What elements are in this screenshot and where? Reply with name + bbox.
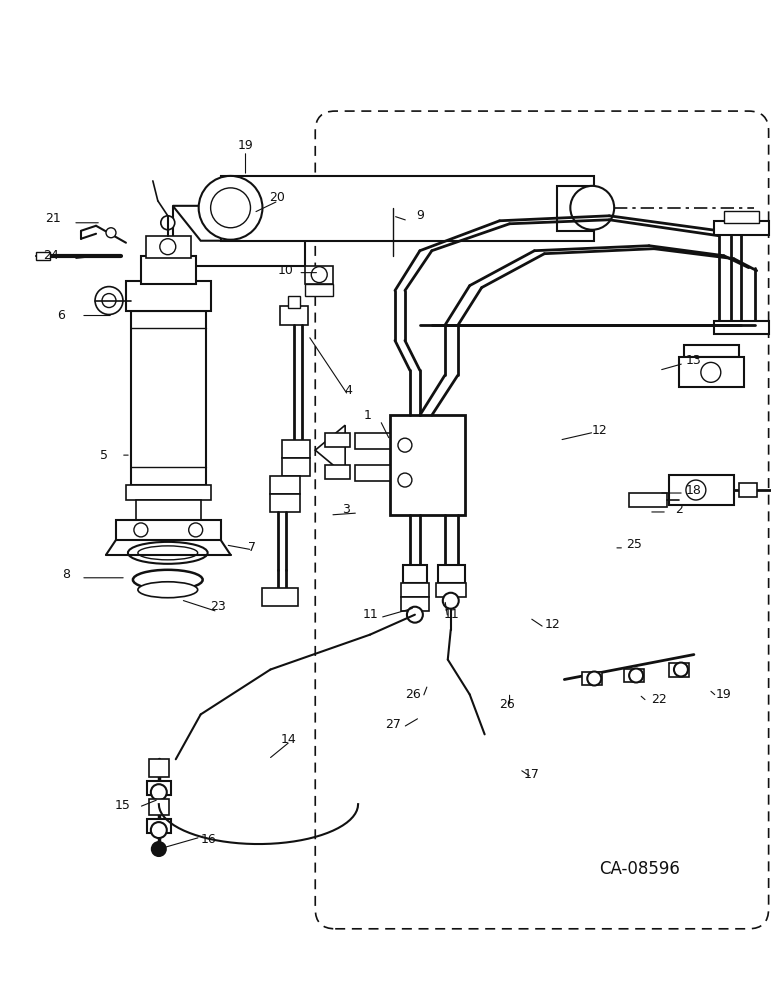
Bar — [557, 186, 592, 231]
Text: 15: 15 — [115, 799, 131, 812]
Bar — [669, 663, 689, 677]
Text: 16: 16 — [201, 833, 216, 846]
Bar — [305, 284, 334, 296]
Polygon shape — [173, 206, 305, 241]
Bar — [401, 597, 428, 611]
Circle shape — [571, 186, 615, 230]
Bar — [221, 176, 594, 241]
Bar — [582, 672, 602, 685]
Text: 7: 7 — [249, 541, 256, 554]
Text: 1: 1 — [364, 409, 372, 422]
Bar — [714, 221, 769, 235]
Text: 26: 26 — [499, 698, 514, 711]
Bar — [325, 433, 350, 447]
Circle shape — [151, 822, 167, 838]
Text: CA-08596: CA-08596 — [598, 860, 679, 878]
Text: 19: 19 — [716, 688, 732, 701]
Bar — [283, 440, 310, 458]
Text: 23: 23 — [210, 600, 225, 613]
Text: 11: 11 — [362, 608, 378, 621]
Bar — [401, 583, 428, 597]
Circle shape — [587, 672, 601, 685]
Circle shape — [674, 663, 688, 677]
Bar — [280, 306, 308, 325]
Text: 18: 18 — [686, 484, 702, 497]
Bar — [36, 252, 50, 260]
Bar — [131, 311, 205, 485]
Text: 26: 26 — [405, 688, 421, 701]
Circle shape — [629, 669, 643, 682]
Bar — [629, 493, 667, 507]
Circle shape — [161, 216, 174, 230]
Bar — [126, 281, 211, 311]
Bar — [390, 415, 465, 515]
Text: 12: 12 — [591, 424, 607, 437]
Bar — [141, 256, 195, 284]
Text: 21: 21 — [46, 212, 61, 225]
Text: 8: 8 — [63, 568, 70, 581]
Circle shape — [152, 842, 166, 856]
Circle shape — [102, 294, 116, 308]
Text: 22: 22 — [651, 693, 667, 706]
Bar — [270, 494, 300, 512]
Bar — [355, 433, 390, 449]
Text: 10: 10 — [277, 264, 293, 277]
Bar — [149, 759, 169, 777]
Bar — [724, 211, 759, 223]
Ellipse shape — [128, 542, 208, 564]
Text: 19: 19 — [238, 139, 253, 152]
Circle shape — [151, 784, 167, 800]
Text: 17: 17 — [523, 768, 540, 781]
Bar — [136, 500, 201, 520]
Bar — [624, 669, 644, 682]
Circle shape — [95, 287, 123, 315]
Circle shape — [106, 228, 116, 238]
Polygon shape — [315, 425, 345, 475]
Bar — [149, 799, 169, 815]
Text: 12: 12 — [544, 618, 560, 631]
Text: 6: 6 — [57, 309, 65, 322]
Text: 5: 5 — [100, 449, 108, 462]
Bar — [283, 458, 310, 476]
Bar — [146, 236, 191, 258]
Bar — [714, 320, 769, 334]
Text: 4: 4 — [344, 384, 352, 397]
Bar — [147, 819, 171, 833]
Bar — [355, 465, 390, 481]
Text: 14: 14 — [280, 733, 296, 746]
Bar — [116, 520, 221, 540]
Circle shape — [198, 176, 262, 240]
Bar — [262, 588, 298, 606]
Bar — [679, 357, 743, 387]
Text: 20: 20 — [269, 191, 286, 204]
Text: 24: 24 — [43, 249, 59, 262]
Text: 3: 3 — [342, 503, 350, 516]
Bar — [684, 345, 739, 357]
Circle shape — [407, 607, 423, 623]
Bar — [126, 485, 211, 500]
Circle shape — [211, 188, 250, 228]
Circle shape — [443, 593, 459, 609]
Bar — [438, 565, 465, 583]
Bar — [289, 296, 300, 308]
Text: 25: 25 — [626, 538, 642, 551]
Ellipse shape — [138, 546, 198, 560]
Text: 13: 13 — [686, 354, 702, 367]
Bar — [403, 565, 427, 583]
Bar — [270, 476, 300, 494]
Bar — [325, 465, 350, 479]
Text: 27: 27 — [385, 718, 401, 731]
Bar — [305, 266, 334, 284]
Text: 2: 2 — [675, 503, 683, 516]
Text: 9: 9 — [416, 209, 424, 222]
Bar — [436, 583, 466, 597]
Bar — [147, 781, 171, 795]
Bar — [739, 483, 757, 497]
Bar — [669, 475, 733, 505]
Ellipse shape — [138, 582, 198, 598]
Ellipse shape — [133, 570, 203, 590]
Text: 11: 11 — [444, 608, 459, 621]
